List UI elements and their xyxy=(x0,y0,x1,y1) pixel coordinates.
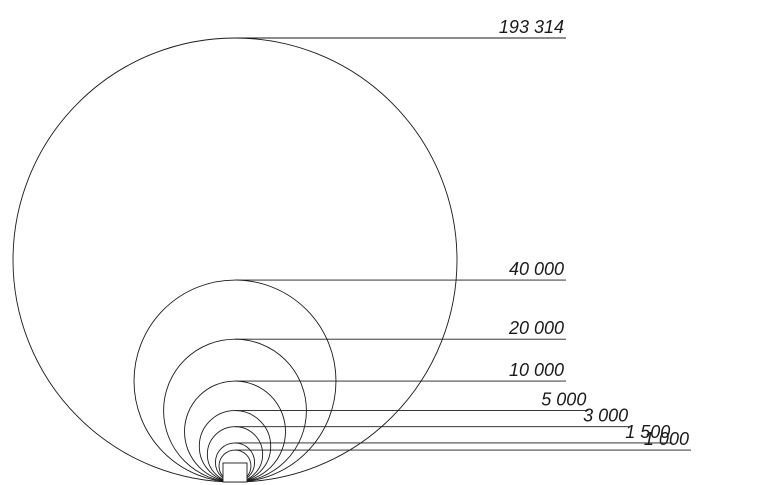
base-block xyxy=(222,462,248,483)
bubble-193314 xyxy=(12,37,458,483)
value-label-1500: 1 500 xyxy=(625,422,670,442)
value-label-20000: 20 000 xyxy=(508,318,564,338)
value-label-1000: 1 000 xyxy=(644,429,689,449)
value-label-40000: 40 000 xyxy=(509,259,564,279)
value-label-5000: 5 000 xyxy=(541,390,586,410)
value-label-10000: 10 000 xyxy=(509,360,564,380)
value-label-3000: 3 000 xyxy=(583,406,628,426)
value-label-193314: 193 314 xyxy=(499,17,564,37)
